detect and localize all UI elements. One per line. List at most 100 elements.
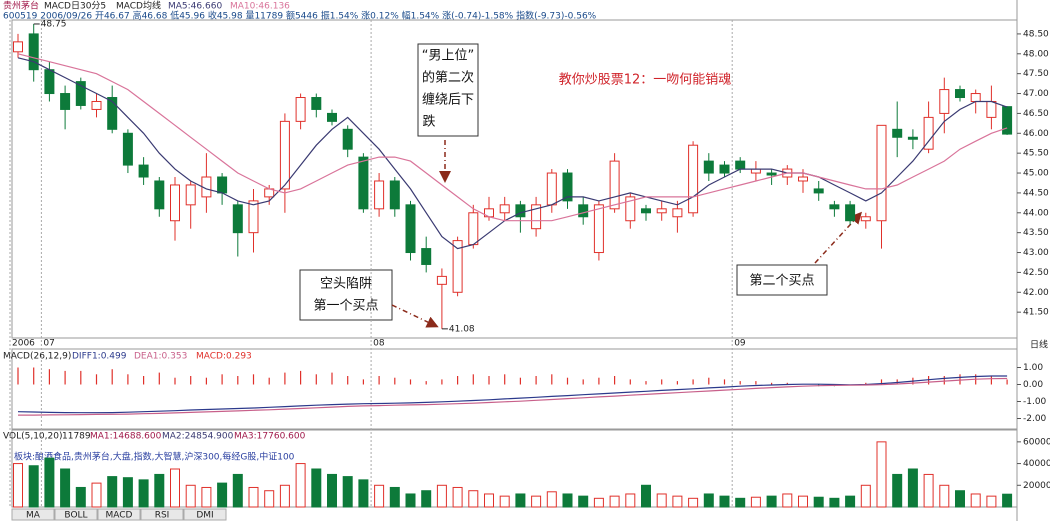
volume-bar <box>1002 493 1013 508</box>
tab-label[interactable]: MACD <box>106 511 133 521</box>
legend-entry: MA3:17760.600 <box>234 432 306 442</box>
volume-bar <box>829 497 840 508</box>
candle-body <box>829 204 840 210</box>
volume-bar <box>515 493 526 508</box>
volume-bar <box>279 484 290 508</box>
volume-bar <box>845 495 856 508</box>
candle-body <box>60 93 71 110</box>
volume-bar <box>955 490 965 508</box>
legend-entry: DIFF1:0.499 <box>72 352 127 362</box>
macd-title: MACD(26,12,9) <box>3 352 71 362</box>
note-arrow <box>391 304 439 328</box>
legend-entry: 11789 <box>62 432 91 442</box>
candle-body <box>641 208 651 214</box>
volume-bar <box>484 493 494 508</box>
note-text: 的第二次 <box>422 70 474 86</box>
tab-label[interactable]: MA <box>26 511 41 521</box>
candle-body <box>798 176 808 182</box>
y-tick-label: 46.00 <box>1023 129 1049 139</box>
candle-body <box>845 204 856 222</box>
volume-bar <box>170 468 180 508</box>
ma-label: MACD均线 <box>116 0 161 12</box>
candle-body <box>91 100 102 110</box>
period-label: 日线 <box>1030 339 1048 351</box>
x-tick-label: 2006 <box>12 339 35 349</box>
note-box <box>299 269 393 321</box>
y-tick-label: 41.50 <box>1023 308 1049 318</box>
volume-bar <box>703 493 714 508</box>
candle-body <box>248 200 259 234</box>
legend-entry: MACD:0.293 <box>196 352 252 362</box>
volume-title: VOL(5,10,20) <box>3 432 62 442</box>
candle-body <box>656 208 667 214</box>
tab-button[interactable] <box>11 508 55 521</box>
volume-bar <box>201 486 212 508</box>
candle-body <box>970 93 981 102</box>
note-text: 空头陷阱 <box>320 277 372 292</box>
volume-bar <box>44 457 55 508</box>
volume-bar <box>232 473 243 508</box>
tab-button[interactable] <box>183 508 227 521</box>
volume-bar <box>892 473 903 508</box>
note-text: 缠绕后下 <box>422 92 474 108</box>
volume-bar <box>625 493 636 508</box>
candle-body <box>311 97 322 110</box>
tab-button[interactable] <box>54 508 98 521</box>
candle-body <box>876 124 887 222</box>
note-text: “男上位” <box>422 49 474 64</box>
volume-bar <box>107 476 118 508</box>
candle-body <box>735 160 746 170</box>
volume-bar <box>264 490 275 508</box>
candle-body <box>703 160 714 174</box>
candle-body <box>217 176 228 194</box>
volume-bar <box>405 493 416 508</box>
candle-body <box>907 136 918 140</box>
candle-body <box>609 160 620 210</box>
candle-body <box>28 33 39 71</box>
volume-bar <box>122 477 133 508</box>
macd-line <box>17 375 1008 414</box>
candle-body <box>860 216 871 222</box>
y-tick-label: 45.50 <box>1023 149 1049 159</box>
tab-label[interactable]: RSI <box>155 511 170 521</box>
candle-body <box>625 196 636 222</box>
candle-body <box>452 240 463 293</box>
candle-body <box>122 132 133 166</box>
candle-body <box>327 112 337 122</box>
y-tick-label: -1.00 <box>1023 397 1047 407</box>
y-tick-label: 60000 <box>1023 437 1050 447</box>
volume-bar <box>593 497 604 508</box>
candle-body <box>986 100 997 118</box>
y-tick-label: 46.50 <box>1023 109 1049 119</box>
y-tick-label: 43.50 <box>1023 228 1049 238</box>
candle-body <box>719 164 730 174</box>
volume-bar <box>609 495 620 508</box>
volume-bar <box>13 463 23 508</box>
macd-line <box>18 377 1008 416</box>
candle-body <box>279 120 290 190</box>
volume-bar <box>970 493 981 508</box>
tab-button[interactable] <box>140 508 184 521</box>
tab-label[interactable]: BOLL <box>64 511 87 521</box>
candle-body <box>295 97 306 122</box>
volume-bar <box>28 465 39 508</box>
stock-name: 贵州茅台 <box>3 0 39 12</box>
volume-bar <box>358 479 369 508</box>
y-tick-label: 1.00 <box>1023 363 1043 373</box>
tab-button[interactable] <box>97 508 141 521</box>
volume-bar <box>876 441 887 508</box>
volume-bar <box>798 495 808 508</box>
volume-bar <box>939 484 950 508</box>
candle-body <box>578 204 589 218</box>
note-text: 第一个买点 <box>313 299 378 314</box>
volume-bar <box>531 495 542 508</box>
candle-body <box>562 172 573 202</box>
candle-body <box>154 180 165 210</box>
tab-label[interactable]: DMI <box>196 511 213 521</box>
x-tick-label: 08 <box>373 339 385 349</box>
note-text: 跌 <box>422 114 435 130</box>
y-tick-label: 42.00 <box>1023 288 1049 298</box>
volume-bar <box>342 476 353 508</box>
